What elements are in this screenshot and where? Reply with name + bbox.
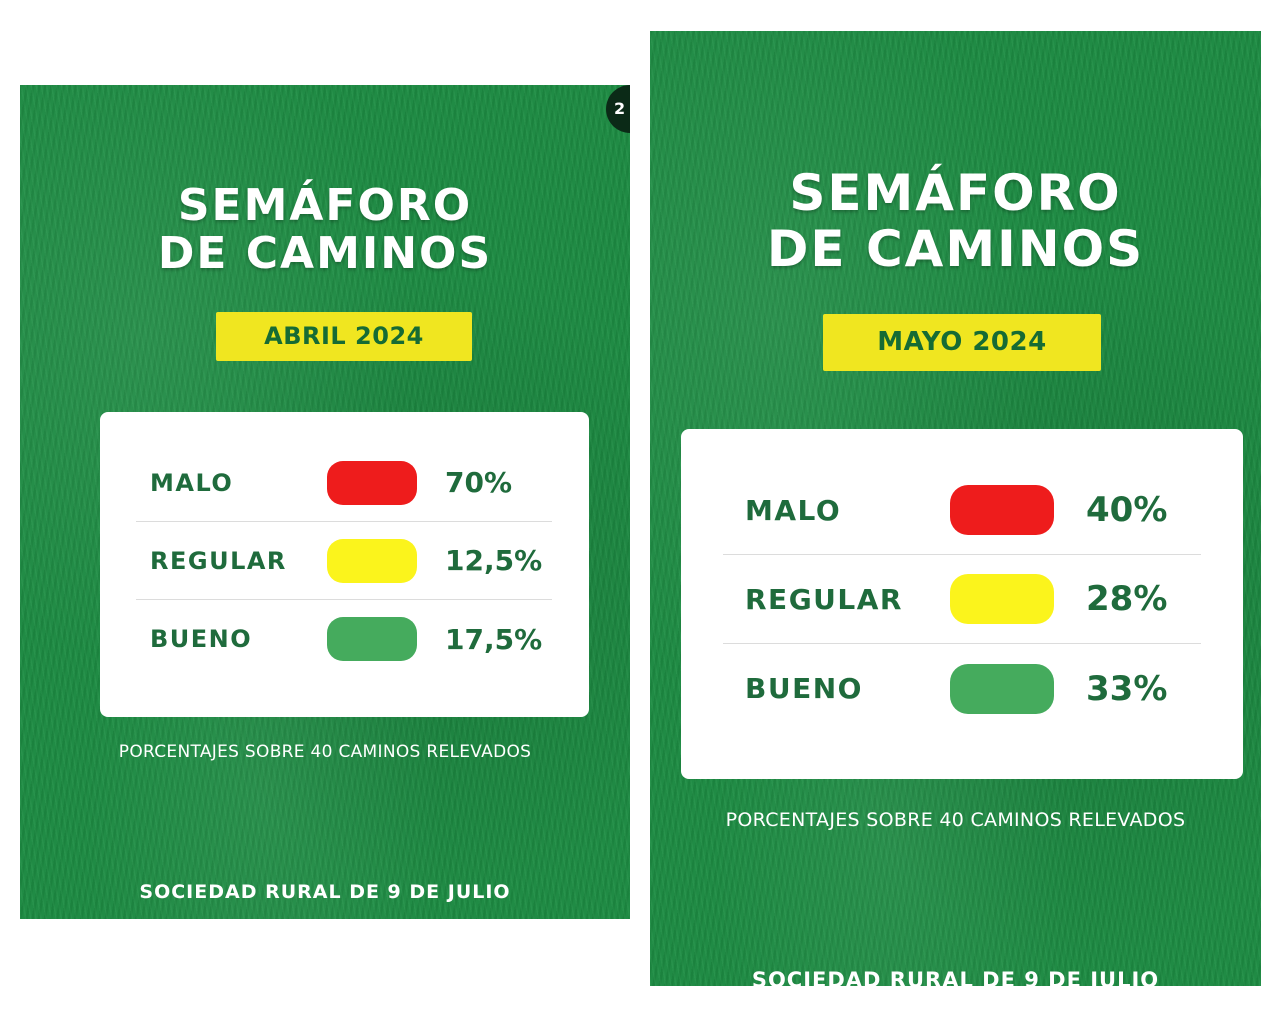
status-label: MALO bbox=[745, 493, 842, 527]
yellow-light-indicator bbox=[327, 538, 417, 583]
red-light-indicator bbox=[327, 460, 417, 505]
poster-mayo-2024: SEMÁFORO DE CAMINOS MAYO 2024 MALO 40% R… bbox=[650, 31, 1261, 986]
title-line-2: DE CAMINOS bbox=[157, 228, 493, 279]
status-row-malo: MALO 40% bbox=[723, 466, 1201, 555]
status-label: REGULAR bbox=[150, 546, 287, 575]
status-label: BUENO bbox=[745, 672, 863, 705]
status-percentage: 12,5% bbox=[445, 544, 543, 577]
organization-footer: SOCIEDAD RURAL DE 9 DE JULIO bbox=[751, 968, 1160, 986]
page-number-badge: 2 bbox=[606, 85, 630, 133]
status-card: MALO 70% REGULAR 12,5% BUENO 17,5% bbox=[100, 412, 589, 717]
poster-title: SEMÁFORO DE CAMINOS bbox=[650, 165, 1261, 277]
status-percentage: 28% bbox=[1086, 579, 1168, 619]
green-light-indicator bbox=[327, 617, 417, 661]
status-percentage: 33% bbox=[1086, 668, 1168, 709]
status-label: BUENO bbox=[150, 625, 253, 653]
status-card: MALO 40% REGULAR 28% BUENO 33% bbox=[681, 429, 1243, 779]
title-line-1: SEMÁFORO bbox=[177, 180, 473, 231]
status-row-bueno: BUENO 17,5% bbox=[136, 600, 552, 678]
status-label: MALO bbox=[150, 468, 234, 497]
status-row-regular: REGULAR 12,5% bbox=[136, 522, 552, 600]
yellow-light-indicator bbox=[950, 574, 1054, 624]
status-percentage: 40% bbox=[1086, 490, 1168, 530]
status-row-malo: MALO 70% bbox=[136, 444, 552, 522]
month-badge: ABRIL 2024 bbox=[216, 312, 472, 361]
title-line-1: SEMÁFORO bbox=[789, 164, 1122, 222]
red-light-indicator bbox=[950, 485, 1054, 535]
title-line-2: DE CAMINOS bbox=[766, 220, 1145, 278]
organization-footer: SOCIEDAD RURAL DE 9 DE JULIO bbox=[139, 881, 511, 903]
status-percentage: 70% bbox=[445, 466, 513, 499]
green-light-indicator bbox=[950, 663, 1054, 714]
status-percentage: 17,5% bbox=[445, 622, 543, 656]
survey-note: PORCENTAJES SOBRE 40 CAMINOS RELEVADOS bbox=[118, 742, 532, 762]
status-row-regular: REGULAR 28% bbox=[723, 555, 1201, 644]
poster-title: SEMÁFORO DE CAMINOS bbox=[20, 182, 630, 278]
survey-note: PORCENTAJES SOBRE 40 CAMINOS RELEVADOS bbox=[725, 809, 1186, 831]
status-row-bueno: BUENO 33% bbox=[723, 644, 1201, 733]
poster-abril-2024: 2 SEMÁFORO DE CAMINOS ABRIL 2024 MALO 70… bbox=[20, 85, 630, 919]
month-badge: MAYO 2024 bbox=[823, 314, 1101, 371]
status-label: REGULAR bbox=[745, 582, 903, 616]
